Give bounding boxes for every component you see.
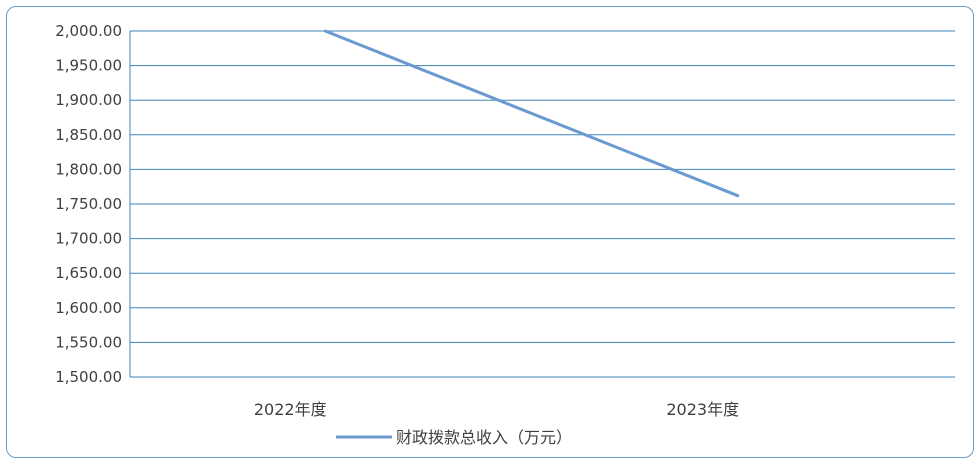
y-tick-label: 1,750.00 xyxy=(55,195,122,213)
x-axis-category-labels: 2022年度 2023年度 xyxy=(254,400,739,419)
y-tick-label: 2,000.00 xyxy=(55,22,122,40)
series-line xyxy=(323,29,740,198)
y-tick-label: 1,550.00 xyxy=(55,333,122,351)
y-tick-label: 1,900.00 xyxy=(55,91,122,109)
y-tick-label: 1,800.00 xyxy=(55,160,122,178)
x-category-label: 2022年度 xyxy=(254,400,327,419)
series-group xyxy=(323,29,740,198)
y-axis-tick-labels: 1,500.00 1,550.00 1,600.00 1,650.00 1,700.00… xyxy=(55,22,122,386)
gridlines xyxy=(129,30,955,378)
y-tick-label: 1,950.00 xyxy=(55,57,122,75)
legend: 财政拨款总收入（万元） xyxy=(336,428,572,447)
legend-label: 财政拨款总收入（万元） xyxy=(396,428,572,447)
y-tick-label: 1,850.00 xyxy=(55,126,122,144)
y-tick-label: 1,650.00 xyxy=(55,264,122,282)
y-tick-label: 1,600.00 xyxy=(55,299,122,317)
y-tick-label: 1,700.00 xyxy=(55,230,122,248)
y-tick-label: 1,500.00 xyxy=(55,368,122,386)
chart-frame xyxy=(6,6,974,458)
x-category-label: 2023年度 xyxy=(666,400,739,419)
